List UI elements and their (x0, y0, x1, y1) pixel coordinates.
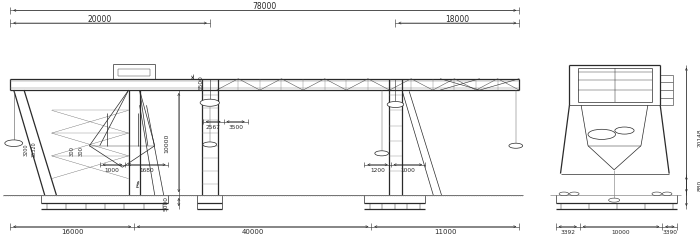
Text: 1680: 1680 (139, 168, 154, 173)
Circle shape (387, 102, 404, 108)
Text: 20148: 20148 (698, 128, 700, 147)
Text: 300: 300 (70, 145, 75, 155)
Text: 1000: 1000 (400, 168, 415, 173)
Text: 3500: 3500 (228, 125, 244, 130)
Text: 20000: 20000 (88, 15, 112, 24)
Circle shape (608, 198, 620, 202)
Text: 40000: 40000 (242, 228, 265, 234)
Text: 5000: 5000 (164, 195, 169, 210)
Text: 16000: 16000 (61, 228, 83, 234)
Text: 18000: 18000 (445, 15, 470, 24)
Text: 10000: 10000 (612, 229, 630, 234)
Text: 3390: 3390 (662, 229, 678, 234)
Text: 1000: 1000 (105, 168, 120, 173)
Circle shape (5, 140, 22, 147)
Circle shape (569, 192, 579, 196)
Circle shape (662, 192, 672, 196)
Text: 300: 300 (78, 145, 84, 155)
Text: 2567: 2567 (206, 125, 220, 130)
Text: 3392: 3392 (560, 229, 575, 234)
Circle shape (559, 192, 569, 196)
Text: 1200: 1200 (370, 168, 385, 173)
Circle shape (374, 151, 388, 156)
Circle shape (588, 130, 615, 140)
Text: 10000: 10000 (164, 133, 169, 153)
Circle shape (652, 192, 662, 196)
Text: $\ell$: $\ell$ (135, 178, 140, 190)
Text: 3200: 3200 (24, 142, 29, 155)
Text: 11000: 11000 (435, 228, 457, 234)
Circle shape (200, 100, 219, 107)
Circle shape (203, 142, 216, 147)
Text: 78000: 78000 (253, 2, 277, 11)
Text: 6500: 6500 (198, 75, 203, 89)
Text: 35320: 35320 (32, 141, 37, 156)
Circle shape (509, 144, 523, 149)
Text: 880: 880 (698, 179, 700, 190)
Circle shape (615, 128, 634, 135)
